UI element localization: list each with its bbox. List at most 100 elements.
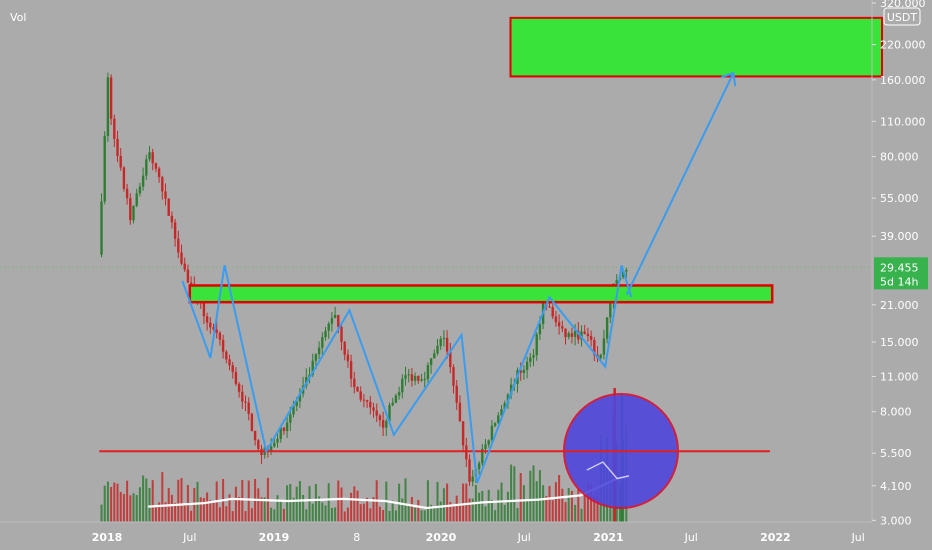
candle[interactable]: [493, 423, 497, 426]
candle[interactable]: [570, 333, 574, 337]
currency-badge[interactable]: [883, 7, 921, 26]
candle[interactable]: [407, 374, 410, 376]
candle[interactable]: [449, 351, 452, 368]
candle[interactable]: [468, 459, 471, 482]
candle[interactable]: [423, 379, 426, 381]
candle[interactable]: [177, 238, 180, 253]
candle[interactable]: [413, 375, 417, 381]
candle[interactable]: [282, 427, 286, 432]
candle[interactable]: [433, 353, 436, 359]
candle[interactable]: [151, 152, 154, 164]
candle[interactable]: [253, 430, 257, 441]
candle[interactable]: [436, 345, 439, 354]
candle[interactable]: [116, 138, 119, 157]
candle[interactable]: [135, 193, 138, 206]
candle[interactable]: [106, 77, 110, 136]
candle[interactable]: [484, 444, 487, 449]
candle[interactable]: [340, 326, 343, 342]
candle[interactable]: [487, 440, 490, 445]
candle[interactable]: [375, 410, 378, 416]
candle[interactable]: [173, 222, 177, 239]
candle[interactable]: [321, 337, 324, 348]
candle[interactable]: [477, 463, 481, 470]
candle[interactable]: [362, 399, 366, 401]
candle[interactable]: [458, 402, 462, 422]
candle[interactable]: [452, 367, 455, 386]
candle[interactable]: [353, 378, 356, 388]
candle[interactable]: [445, 337, 449, 352]
candle[interactable]: [148, 152, 151, 160]
candle[interactable]: [330, 318, 334, 324]
candle[interactable]: [391, 402, 394, 406]
candle[interactable]: [231, 365, 234, 372]
candle[interactable]: [154, 163, 158, 169]
candle[interactable]: [381, 420, 385, 428]
candle[interactable]: [218, 332, 222, 340]
candle[interactable]: [273, 442, 276, 447]
candle[interactable]: [500, 409, 503, 416]
candle[interactable]: [100, 201, 103, 255]
candle[interactable]: [164, 191, 167, 199]
candle[interactable]: [237, 384, 241, 392]
candle[interactable]: [228, 359, 231, 366]
candle[interactable]: [113, 118, 116, 139]
candle[interactable]: [417, 375, 420, 381]
candle[interactable]: [621, 271, 625, 278]
candle[interactable]: [103, 135, 106, 202]
candle[interactable]: [567, 333, 570, 338]
candle[interactable]: [327, 323, 330, 331]
candle[interactable]: [167, 198, 170, 216]
candle[interactable]: [583, 331, 586, 334]
candle[interactable]: [225, 351, 228, 360]
candle[interactable]: [295, 401, 298, 406]
candle[interactable]: [481, 448, 484, 464]
candle[interactable]: [365, 400, 369, 402]
candle[interactable]: [324, 330, 327, 338]
candle[interactable]: [404, 375, 407, 379]
candle[interactable]: [279, 427, 282, 439]
candle[interactable]: [429, 358, 433, 366]
candle[interactable]: [397, 392, 401, 396]
candle[interactable]: [359, 391, 362, 400]
candle[interactable]: [401, 378, 404, 393]
candle[interactable]: [269, 446, 273, 451]
candle[interactable]: [577, 330, 580, 340]
candle[interactable]: [241, 391, 244, 402]
candle[interactable]: [180, 252, 183, 264]
candle[interactable]: [490, 425, 494, 441]
candle[interactable]: [170, 215, 174, 223]
candle[interactable]: [369, 401, 372, 408]
candle[interactable]: [285, 422, 289, 432]
candle[interactable]: [573, 330, 577, 337]
candle[interactable]: [372, 407, 375, 411]
candle[interactable]: [205, 316, 209, 323]
candle[interactable]: [455, 385, 458, 403]
candle[interactable]: [609, 300, 612, 318]
candle[interactable]: [247, 402, 250, 414]
candle[interactable]: [439, 338, 442, 346]
candle[interactable]: [132, 205, 135, 221]
candle[interactable]: [378, 415, 382, 421]
candle[interactable]: [461, 421, 465, 446]
candle[interactable]: [551, 307, 554, 317]
candle[interactable]: [161, 177, 164, 192]
candle[interactable]: [298, 393, 302, 402]
candle[interactable]: [189, 282, 193, 285]
candle[interactable]: [292, 405, 295, 415]
candle[interactable]: [426, 365, 430, 380]
candle[interactable]: [122, 167, 126, 189]
candle[interactable]: [519, 370, 522, 373]
candle[interactable]: [532, 355, 535, 358]
candle[interactable]: [599, 354, 602, 359]
candle[interactable]: [586, 333, 590, 337]
candle[interactable]: [305, 377, 308, 386]
candle[interactable]: [356, 387, 359, 392]
candle[interactable]: [557, 322, 561, 327]
candle[interactable]: [343, 341, 346, 355]
candle[interactable]: [212, 327, 215, 330]
candle[interactable]: [548, 306, 551, 308]
candle[interactable]: [509, 384, 513, 395]
candle[interactable]: [145, 159, 148, 176]
candle[interactable]: [157, 168, 161, 178]
